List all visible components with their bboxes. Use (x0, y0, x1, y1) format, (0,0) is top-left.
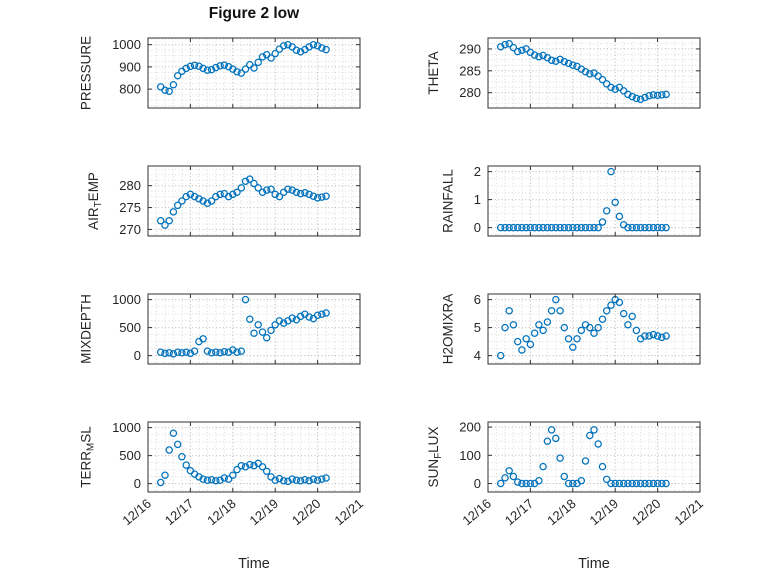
ytick-label: 280 (119, 178, 141, 193)
ytick-label: 900 (119, 59, 141, 74)
ytick-label: 800 (119, 82, 141, 97)
subplot-terrmsl: 0 500 1000 TERRMSL 12/16 12/17 12/18 12/19 12/20… (78, 420, 366, 572)
xtick-label: 12/21 (331, 496, 366, 528)
ytick-label: 290 (459, 41, 481, 56)
ytick-label: 275 (119, 200, 141, 215)
ytick-label: 280 (459, 85, 481, 100)
data-points-pressure (156, 40, 330, 96)
xtick-label: 12/16 (119, 496, 154, 528)
ytick-label: 500 (119, 448, 141, 463)
xtick-label: 12/17 (502, 496, 537, 528)
data-points-terrmsl (156, 429, 330, 487)
subplot-sunflux: 0 100 200 SUNFLUX 12/16 12/17 12/18 12/19 12/20 1… (426, 420, 706, 572)
xtick-label: 12/19 (247, 496, 282, 528)
data-points-theta (496, 39, 670, 104)
xlabel-sunflux: Time (578, 556, 610, 572)
ytick-label: 0 (474, 220, 481, 235)
ytick-label: 1000 (112, 420, 141, 435)
xlabel-terrmsl: Time (238, 556, 270, 572)
ylabel-pressure: PRESSURE (78, 36, 93, 110)
ytick-label: 100 (459, 448, 481, 463)
subplot-pressure: 800 900 1000 PRESSURE (78, 36, 361, 110)
subplot-rainfall: 0 1 2 RAINFALL (441, 164, 701, 237)
xtick-label: 12/18 (204, 496, 239, 528)
ytick-label: 0 (134, 348, 141, 363)
ytick-label: 1 (474, 192, 481, 207)
ytick-label: 270 (119, 222, 141, 237)
figure-title: Figure 2 low (208, 5, 300, 22)
ytick-label: 4 (474, 348, 481, 363)
ylabel-h2omixra: H2OMIXRA (441, 294, 456, 365)
ytick-label: 500 (119, 320, 141, 335)
data-points-rainfall (496, 167, 670, 232)
xtick-label: 12/17 (162, 496, 197, 528)
xtick-label: 12/19 (587, 496, 622, 528)
xtick-label: 12/16 (459, 496, 494, 528)
ylabel-theta: THETA (426, 51, 441, 94)
ylabel-sunflux: SUNFLUX (426, 427, 444, 488)
xtick-label: 12/21 (671, 496, 706, 528)
data-points-mixdepth (156, 295, 330, 358)
xtick-label: 12/20 (629, 496, 664, 528)
ytick-label: 0 (474, 476, 481, 491)
ytick-label: 1000 (112, 37, 141, 52)
data-points-h2omixra (496, 295, 670, 360)
ytick-label: 5 (474, 320, 481, 335)
ylabel-mixdepth: MIXDEPTH (78, 294, 93, 364)
xtick-label: 12/18 (544, 496, 579, 528)
ylabel-rainfall: RAINFALL (441, 169, 456, 233)
ylabel-terrmsl: TERRMSL (78, 426, 96, 488)
ytick-label: 200 (459, 420, 481, 435)
subplot-mixdepth: 0 500 1000 MIXDEPTH (78, 292, 361, 365)
ytick-label: 0 (134, 476, 141, 491)
xtick-label: 12/20 (289, 496, 324, 528)
ytick-label: 6 (474, 292, 481, 307)
ytick-label: 2 (474, 164, 481, 179)
ylabel-airtemp: AIRTEMP (86, 172, 104, 230)
subplot-airtemp: 270 275 280 AIRTEMP (86, 165, 361, 237)
data-points-sunflux (496, 426, 670, 488)
ytick-label: 1000 (112, 292, 141, 307)
data-points-airtemp (156, 175, 330, 229)
subplot-h2omixra: 4 5 6 H2OMIXRA (441, 292, 701, 365)
subplot-theta: 280 285 290 THETA (426, 37, 701, 109)
ytick-label: 285 (459, 63, 481, 78)
